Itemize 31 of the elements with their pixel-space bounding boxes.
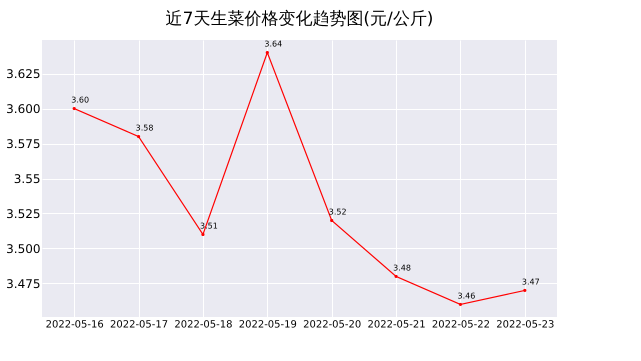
x-tick-label: 2022-05-23 — [496, 320, 554, 330]
y-tick-label: 3.500 — [6, 242, 40, 256]
x-tick-label: 2022-05-17 — [110, 320, 168, 330]
chart-title: 近7天生菜价格变化趋势图(元/公斤) — [166, 9, 434, 29]
point — [330, 218, 334, 222]
y-tick-label: 3.600 — [6, 102, 40, 116]
data-label: 3.46 — [458, 291, 476, 300]
y-tick-label: 3.55 — [14, 172, 40, 186]
x-tick-label: 2022-05-18 — [174, 320, 232, 330]
data-label: 3.58 — [136, 124, 154, 133]
data-label: 3.52 — [328, 207, 347, 216]
y-tick-label: 3.575 — [6, 137, 40, 152]
x-tick-label: 2022-05-22 — [432, 320, 490, 330]
data-label: 3.47 — [522, 277, 540, 286]
point — [394, 274, 398, 278]
data-label: 3.64 — [264, 40, 282, 49]
point — [201, 232, 205, 236]
x-tick-label: 2022-05-19 — [238, 320, 297, 330]
y-tick-label: 3.625 — [6, 67, 40, 82]
x-tick-label: 2022-05-21 — [368, 320, 426, 330]
data-label: 3.48 — [393, 263, 411, 272]
x-tick-label: 2022-05-16 — [46, 320, 104, 330]
x-tick-label: 2022-05-20 — [303, 320, 362, 330]
y-tick-label: 3.525 — [6, 206, 40, 221]
y-tick-label: 3.475 — [6, 276, 40, 291]
data-label: 3.60 — [71, 96, 90, 105]
point — [458, 302, 462, 306]
point — [72, 106, 76, 110]
point — [266, 51, 269, 54]
point — [523, 288, 526, 292]
point — [136, 134, 140, 138]
